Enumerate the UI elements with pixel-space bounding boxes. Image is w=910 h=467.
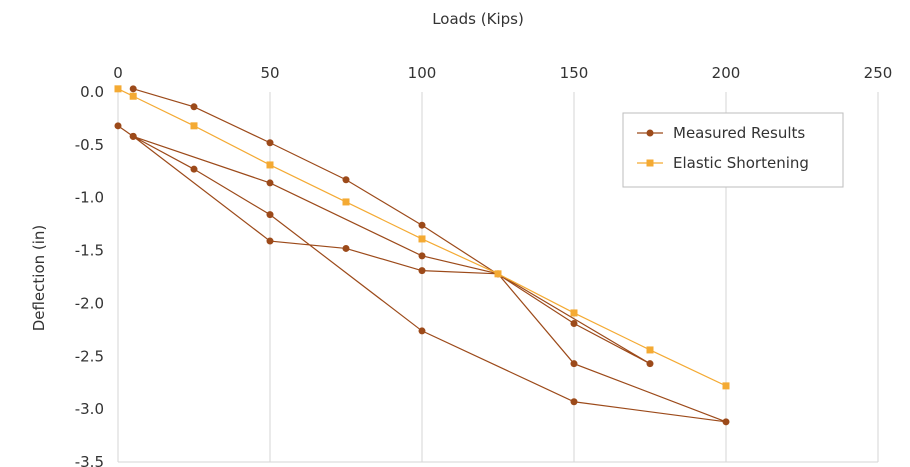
- x-tick-label: 0: [113, 64, 123, 82]
- y-tick-label: -1.0: [75, 189, 104, 207]
- data-point: [646, 360, 654, 368]
- y-tick-label: 0.0: [80, 83, 104, 101]
- data-point: [114, 85, 122, 93]
- data-point: [722, 418, 730, 426]
- data-point: [342, 198, 350, 206]
- data-point: [570, 320, 578, 328]
- data-point: [190, 165, 198, 173]
- data-point: [418, 267, 426, 275]
- legend-marker: [646, 129, 654, 137]
- x-tick-label: 150: [560, 64, 589, 82]
- data-point: [570, 360, 578, 368]
- legend: Measured Results Elastic Shortening: [622, 112, 844, 188]
- data-point: [418, 327, 426, 335]
- x-tick-label: 100: [408, 64, 437, 82]
- y-axis-title: Deflection (in): [30, 225, 48, 332]
- legend-marker: [646, 159, 654, 167]
- data-point: [129, 85, 137, 93]
- data-point: [266, 161, 274, 169]
- x-axis-title: Loads (Kips): [432, 10, 524, 28]
- legend-item: Elastic Shortening: [637, 154, 809, 172]
- y-tick-label: -2.0: [75, 294, 104, 312]
- x-tick-label: 50: [260, 64, 279, 82]
- data-point: [570, 398, 578, 406]
- legend-label: Elastic Shortening: [673, 154, 809, 172]
- data-point: [646, 346, 654, 354]
- axes: 0 50 100 150 200 250 0.0 -0.5 -1.0 -1.5 -2.0 -2.5 -3…: [75, 64, 893, 467]
- y-tick-label: -1.5: [75, 242, 104, 260]
- y-tick-label: -3.5: [75, 453, 104, 467]
- data-point: [190, 122, 198, 130]
- data-point: [266, 139, 274, 147]
- data-point: [129, 92, 137, 100]
- data-point: [266, 179, 274, 187]
- series-1: [114, 85, 730, 390]
- y-tick-label: -0.5: [75, 136, 104, 154]
- legend-box: [622, 112, 844, 188]
- data-point: [114, 122, 122, 130]
- data-point: [418, 235, 426, 243]
- data-point: [418, 252, 426, 260]
- y-tick-label: -2.5: [75, 347, 104, 365]
- data-point: [190, 103, 198, 111]
- data-point: [266, 237, 274, 245]
- data-point: [342, 244, 350, 252]
- data-point: [722, 382, 730, 390]
- data-point: [418, 221, 426, 229]
- series-line: [117, 88, 727, 387]
- data-point: [570, 309, 578, 317]
- data-point: [494, 270, 502, 278]
- data-point: [266, 211, 274, 219]
- legend-label: Measured Results: [673, 124, 805, 142]
- y-tick-label: -3.0: [75, 400, 104, 418]
- series-layer: [114, 85, 730, 426]
- data-point: [342, 176, 350, 184]
- legend-item: Measured Results: [637, 124, 805, 142]
- x-tick-label: 250: [864, 64, 893, 82]
- x-tick-label: 200: [712, 64, 741, 82]
- data-point: [129, 132, 137, 140]
